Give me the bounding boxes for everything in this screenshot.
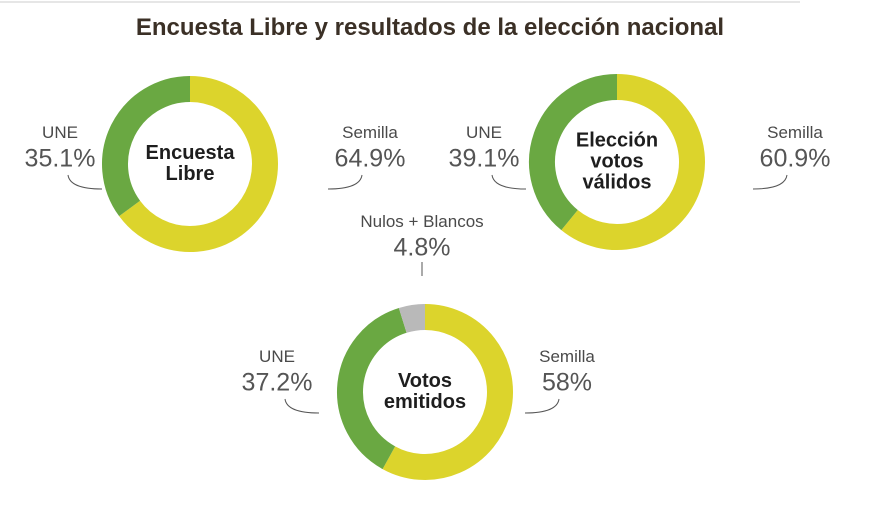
legend-label: UNE bbox=[42, 123, 78, 142]
chart-title: Encuesta Libre y resultados de la elecci… bbox=[135, 14, 725, 41]
donut-segment bbox=[561, 74, 705, 250]
legend-label: UNE bbox=[259, 347, 295, 366]
center-label: Encuesta Libre bbox=[145, 142, 235, 185]
legend-label: Semilla bbox=[539, 347, 595, 366]
leader-line bbox=[327, 174, 363, 190]
legend-label: Semilla bbox=[767, 123, 823, 142]
legend-label: UNE bbox=[466, 123, 502, 142]
value-label: 58% bbox=[541, 368, 593, 397]
donut-segment bbox=[398, 304, 426, 333]
legend-label: Semilla bbox=[342, 123, 398, 142]
donut-segment bbox=[119, 76, 278, 252]
donut-segment bbox=[102, 76, 191, 217]
value-label: 39.1% bbox=[448, 144, 520, 173]
center-label: Votos emitidos bbox=[383, 370, 467, 413]
leader-line bbox=[284, 398, 320, 414]
leader-line bbox=[752, 174, 788, 190]
leader-line bbox=[491, 174, 527, 190]
legend-label: Nulos + Blancos bbox=[360, 212, 484, 231]
value-label: 4.8% bbox=[393, 233, 451, 262]
center-label: Elección votos válidos bbox=[575, 129, 659, 194]
value-label: 60.9% bbox=[759, 144, 831, 173]
leader-line bbox=[524, 398, 560, 414]
donut-segment bbox=[382, 304, 513, 480]
value-label: 37.2% bbox=[241, 368, 313, 397]
value-label: 64.9% bbox=[334, 144, 406, 173]
donut-segment bbox=[529, 74, 618, 231]
value-label: 35.1% bbox=[24, 144, 96, 173]
leader-line bbox=[67, 174, 103, 190]
donut-segment bbox=[337, 307, 408, 470]
